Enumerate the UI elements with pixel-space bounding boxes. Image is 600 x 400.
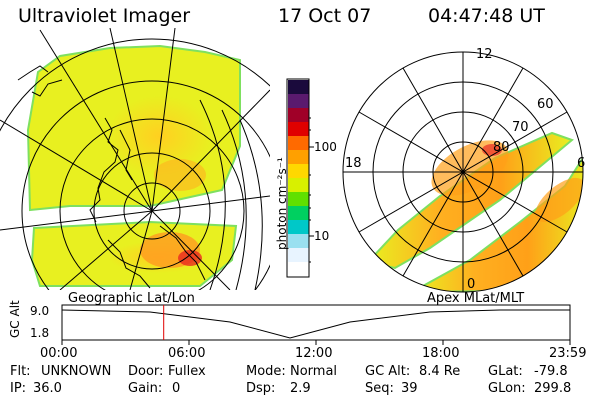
colorbar-cell (288, 164, 309, 179)
status-flt-label: Flt: (10, 364, 31, 379)
colorbar-cell (288, 192, 309, 207)
status-gcalt-value: 8.4 Re (419, 364, 461, 379)
status-seq-label: Seq: (365, 381, 394, 396)
lat-label-60: 60 (537, 97, 554, 112)
mlt-label-18: 18 (345, 156, 362, 171)
mlt-label-12: 12 (476, 47, 493, 62)
status-gcalt-label: GC Alt: (365, 364, 411, 379)
timeline-xtick-0600: 06:00 (168, 346, 206, 361)
colorbar-cell (288, 178, 309, 193)
geographic-map (0, 28, 270, 290)
status-mode-label: Mode: (246, 364, 286, 379)
colorbar-cell (288, 248, 309, 263)
lat-label-80: 80 (493, 140, 510, 155)
timeline-ytick-bottom: 1.8 (30, 326, 50, 340)
status-seq-value: 39 (401, 381, 418, 396)
colorbar-tick-10: 10 (314, 229, 330, 243)
colorbar-cell (288, 94, 309, 109)
timeline-xtick-2359: 23:59 (549, 346, 587, 361)
timeline-ytick-top: 9.0 (30, 304, 50, 318)
status-glon-value: 299.8 (534, 381, 572, 396)
status-dsp-value: 2.9 (290, 381, 311, 396)
status-glat-value: -79.8 (534, 364, 568, 379)
colorbar (286, 78, 314, 278)
status-gain-label: Gain: (128, 381, 163, 396)
timeline-xtick-0000: 00:00 (40, 346, 78, 361)
right-map-caption: Apex MLat/MLT (427, 291, 525, 306)
colorbar-cell (288, 80, 309, 95)
colorbar-tick-100: 100 (314, 140, 337, 154)
colorbar-label: photon cm⁻²s⁻¹ (275, 157, 289, 250)
colorbar-cell (288, 122, 309, 137)
mlt-label-0: 0 (467, 277, 476, 292)
status-glat-label: GLat: (488, 364, 523, 379)
altitude-curve (61, 309, 570, 339)
colorbar-cell (288, 108, 309, 123)
timeline-xtick-1200: 12:00 (295, 346, 333, 361)
status-glon-label: GLon: (488, 381, 526, 396)
mlt-label-6: 6 (577, 156, 586, 171)
status-door-value: Fullex (168, 364, 206, 379)
magnetic-map (342, 51, 584, 293)
status-door-label: Door: (128, 364, 164, 379)
time-label: 04:47:48 UT (428, 5, 545, 27)
colorbar-cell (288, 150, 309, 165)
altitude-timeline (61, 304, 571, 345)
colorbar-cell (288, 136, 309, 151)
left-map-caption: Geographic Lat/Lon (68, 291, 195, 306)
colorbar-cell (288, 234, 309, 249)
timeline-xtick-1800: 18:00 (422, 346, 460, 361)
status-mode-value: Normal (290, 364, 338, 379)
colorbar-cell (288, 262, 309, 277)
status-ip-label: IP: (10, 381, 27, 396)
lat-label-70: 70 (512, 120, 529, 135)
left-upper-image-region (26, 44, 241, 212)
status-flt-value: UNKNOWN (41, 364, 112, 379)
timeline-ylabel: GC Alt (8, 300, 22, 338)
status-gain-value: 0 (172, 381, 181, 396)
date-label: 17 Oct 07 (278, 5, 372, 27)
status-ip-value: 36.0 (33, 381, 62, 396)
colorbar-cell (288, 206, 309, 221)
instrument-title: Ultraviolet Imager (18, 5, 191, 27)
colorbar-cell (288, 220, 309, 235)
status-dsp-label: Dsp: (246, 381, 276, 396)
